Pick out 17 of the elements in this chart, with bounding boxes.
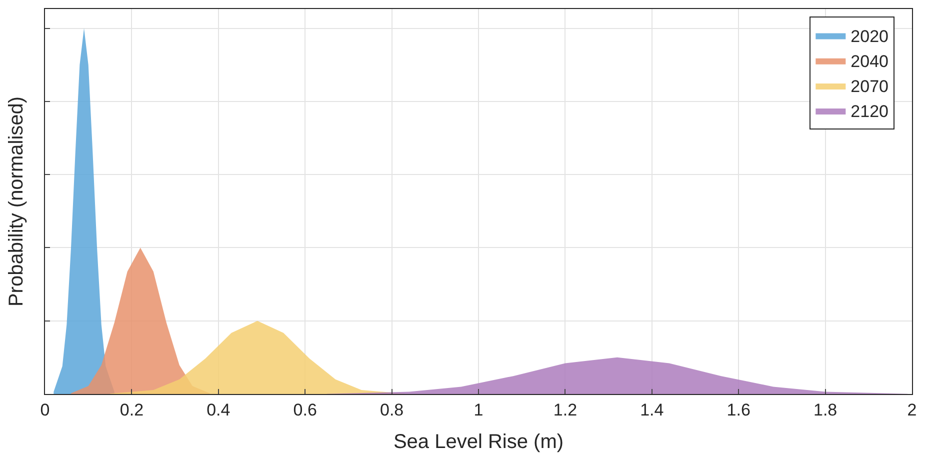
legend-label: 2020 <box>850 26 888 46</box>
x-tick-label: 0 <box>40 400 50 420</box>
x-tick-label: 0.6 <box>293 400 317 420</box>
x-tick-label: 1.4 <box>640 400 664 420</box>
y-axis-title: Probability (normalised) <box>6 96 28 307</box>
x-tick-label: 1.8 <box>813 400 838 420</box>
x-tick-label: 2 <box>907 400 917 420</box>
x-tick-label: 1 <box>474 400 484 420</box>
legend-label: 2120 <box>850 102 888 122</box>
x-tick-label: 0.2 <box>120 400 144 420</box>
x-tick-label: 1.6 <box>726 400 750 420</box>
x-tick-label: 1.2 <box>553 400 578 420</box>
legend-label: 2040 <box>850 52 888 71</box>
x-axis-title: Sea Level Rise (m) <box>393 430 564 453</box>
x-tick-label: 0.8 <box>380 400 404 420</box>
x-tick-label: 0.4 <box>206 400 230 420</box>
legend-label: 2070 <box>850 77 888 96</box>
